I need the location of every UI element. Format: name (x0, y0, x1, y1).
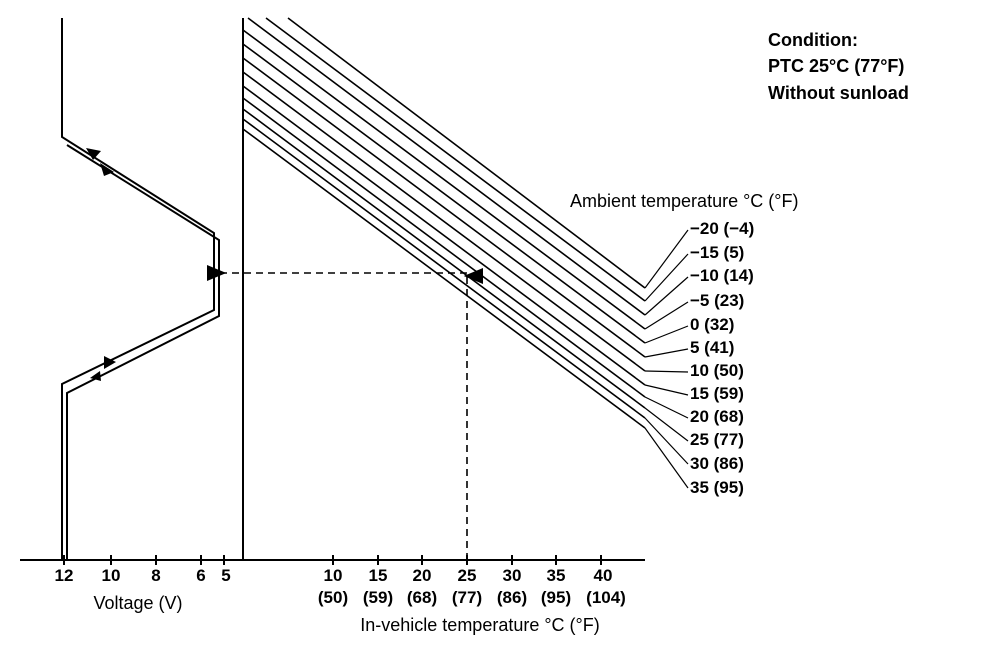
arrow-up-icon (90, 371, 101, 381)
ambient-line (247, 17, 646, 316)
invehicle-tick-label: 30 (503, 566, 522, 585)
ambient-label: −5 (23) (690, 291, 744, 310)
ambient-line (287, 17, 646, 289)
voltage-tick-label: 5 (221, 566, 230, 585)
ambient-label: 15 (59) (690, 384, 744, 403)
invehicle-tick-label-f: (95) (541, 588, 571, 607)
condition-title: Condition: (768, 30, 858, 50)
voltage-tick-label: 12 (55, 566, 74, 585)
invehicle-tick-label: 10 (324, 566, 343, 585)
invehicle-tick-label: 15 (369, 566, 388, 585)
ambient-line (265, 17, 646, 302)
arrow-down-icon (100, 163, 114, 176)
ambient-line (242, 43, 646, 344)
label-leaders (644, 229, 689, 489)
invehicle-tick-label: 40 (594, 566, 613, 585)
ambient-header: Ambient temperature °C (°F) (570, 191, 798, 211)
condition-line1: PTC 25°C (77°F) (768, 56, 904, 76)
ambient-line (242, 71, 646, 372)
ambient-label: 25 (77) (690, 430, 744, 449)
ambient-label: 10 (50) (690, 361, 744, 380)
voltage-tick-label: 6 (196, 566, 205, 585)
invehicle-tick-label-f: (77) (452, 588, 482, 607)
invehicle-tick-label-f: (59) (363, 588, 393, 607)
ambient-line (242, 29, 646, 330)
voltage-arrows (86, 148, 116, 381)
ambient-label: −20 (−4) (690, 219, 754, 238)
ambient-labels: −20 (−4) −15 (5) −10 (14) −5 (23) 0 (32)… (690, 219, 754, 497)
ambient-lines (242, 17, 646, 429)
voltage-curve (61, 18, 220, 560)
ambient-line (242, 57, 646, 358)
voltage-tick-label: 8 (151, 566, 160, 585)
ambient-label: −10 (14) (690, 266, 754, 285)
ambient-label: 35 (95) (690, 478, 744, 497)
ambient-line (242, 97, 646, 398)
invehicle-tick-label: 35 (547, 566, 566, 585)
invehicle-tick-label-f: (68) (407, 588, 437, 607)
ambient-label: −15 (5) (690, 243, 744, 262)
invehicle-tick-label-f: (50) (318, 588, 348, 607)
ambient-line (242, 118, 646, 419)
ambient-label: 20 (68) (690, 407, 744, 426)
ambient-line (242, 108, 646, 409)
ambient-label: 5 (41) (690, 338, 734, 357)
ambient-label: 0 (32) (690, 315, 734, 334)
voltage-ticks (63, 555, 225, 565)
invehicle-tick-labels-f: (50) (59) (68) (77) (86) (95) (104) (318, 588, 626, 607)
invehicle-tick-label: 20 (413, 566, 432, 585)
ambient-label: 30 (86) (690, 454, 744, 473)
arrow-down-icon (86, 148, 101, 160)
voltage-tick-label: 10 (102, 566, 121, 585)
invehicle-tick-label: 25 (458, 566, 477, 585)
condition-line2: Without sunload (768, 83, 909, 103)
voltage-axis-label: Voltage (V) (93, 593, 182, 613)
arrow-up-icon (104, 356, 116, 369)
condition-block: Condition: PTC 25°C (77°F) Without sunlo… (768, 30, 909, 103)
invehicle-tick-label-f: (104) (586, 588, 626, 607)
invehicle-tick-labels-c: 10 15 20 25 30 35 40 (324, 566, 613, 585)
ambient-line (242, 128, 646, 429)
invehicle-axis-label: In-vehicle temperature °C (°F) (360, 615, 599, 635)
voltage-tick-labels: 12 10 8 6 5 (55, 566, 231, 585)
ambient-line (242, 85, 646, 386)
invehicle-tick-label-f: (86) (497, 588, 527, 607)
